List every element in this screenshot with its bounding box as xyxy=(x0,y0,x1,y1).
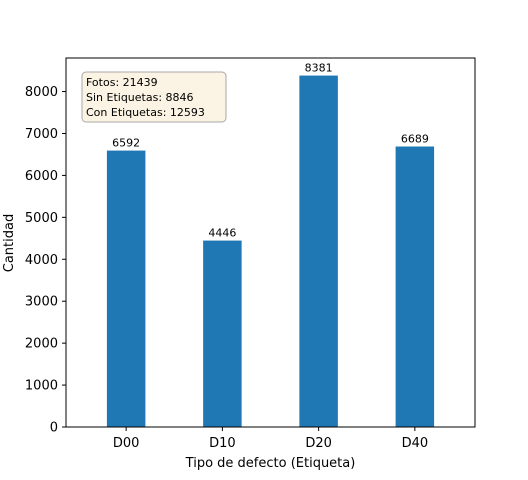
bar-d40 xyxy=(396,147,434,427)
x-tick-label: D20 xyxy=(305,436,332,451)
annotation-line-unlabeled: Sin Etiquetas: 8846 xyxy=(86,91,194,104)
bar-d00 xyxy=(107,151,145,427)
y-tick-label: 4000 xyxy=(25,253,58,268)
annotation-line-labeled: Con Etiquetas: 12593 xyxy=(86,106,205,119)
bar-value-label: 4446 xyxy=(208,227,236,240)
y-tick-label: 2000 xyxy=(25,337,58,352)
x-tick-label: D10 xyxy=(209,436,236,451)
bar-value-label: 6592 xyxy=(112,137,140,150)
x-tick-label: D00 xyxy=(113,436,140,451)
x-tick-label: D40 xyxy=(402,436,429,451)
annotation-line-photos: Fotos: 21439 xyxy=(86,76,158,89)
bar-d20 xyxy=(299,76,337,427)
annotation-box: Fotos: 21439 Sin Etiquetas: 8846 Con Eti… xyxy=(82,72,226,122)
y-tick-label: 3000 xyxy=(25,295,58,310)
y-tick-label: 0 xyxy=(50,421,58,436)
y-axis-label: Cantidad xyxy=(2,214,17,272)
y-tick-label: 1000 xyxy=(25,379,58,394)
y-tick-label: 7000 xyxy=(25,127,58,142)
y-tick-label: 5000 xyxy=(25,211,58,226)
bar-value-label: 8381 xyxy=(305,62,333,75)
bar-value-label: 6689 xyxy=(401,133,429,146)
bar-d10 xyxy=(203,241,241,427)
y-tick-label: 6000 xyxy=(25,169,58,184)
y-tick-label: 8000 xyxy=(25,85,58,100)
x-axis-label: Tipo de defecto (Etiqueta) xyxy=(185,456,356,471)
